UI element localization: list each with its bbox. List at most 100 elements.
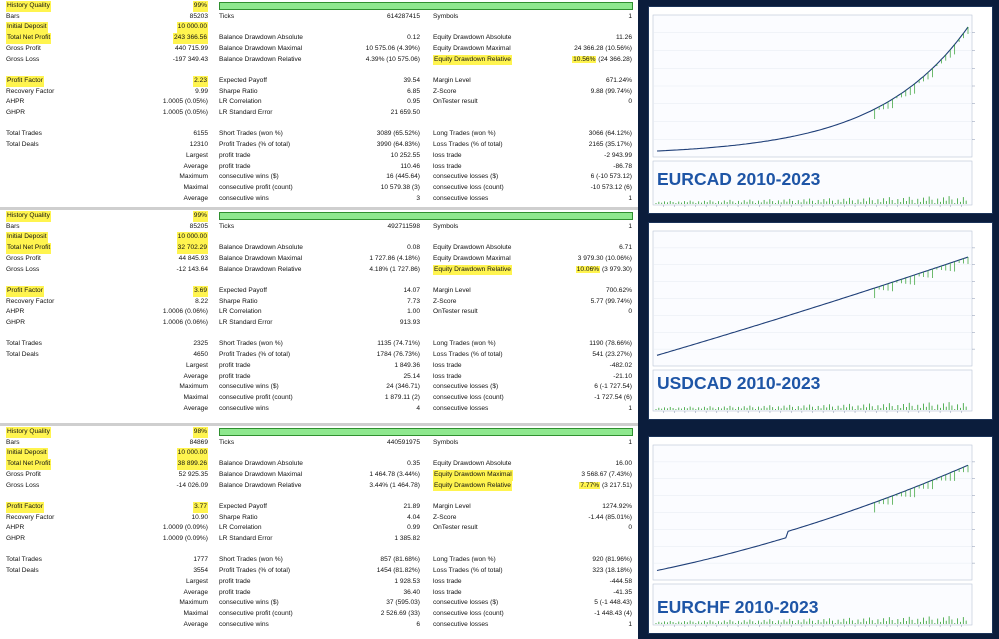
metric-value: 84869: [189, 438, 208, 446]
metric-label: Balance Drawdown Absolute: [219, 34, 303, 42]
metric-label: Initial Deposit: [6, 448, 48, 460]
metric-value: Average: [183, 194, 208, 202]
metric-value: 1 928.53: [394, 577, 420, 585]
history-quality-bar: [219, 2, 633, 11]
metric-value: Maximum: [179, 599, 208, 607]
metric-label: Gross Profit: [6, 254, 41, 262]
metric-value: 3.77: [193, 501, 208, 513]
metric-value: 1 464.78 (3.44%): [369, 470, 420, 478]
metric-value: Largest: [186, 361, 208, 369]
report-row: Largest profit trade 1 928.53 loss trade -44…: [0, 577, 638, 588]
metric-label: Total Trades: [6, 130, 42, 138]
metric-label: consecutive wins ($): [219, 599, 279, 607]
metric-value: 2 526.69 (33): [380, 609, 420, 617]
metric-value: Maximum: [179, 173, 208, 181]
metric-label: loss trade: [433, 577, 462, 585]
metric-label: loss trade: [433, 372, 462, 380]
metric-value: 541 (23.27%): [592, 351, 632, 359]
metric-value: 1 385.82: [394, 535, 420, 542]
metric-label: consecutive losses: [433, 404, 489, 412]
report-row: Maximum consecutive wins ($) 16 (445.64) co…: [0, 172, 638, 183]
metric-label: Equity Drawdown Maximal: [433, 44, 511, 52]
report-row: Initial Deposit 10 000.00: [0, 22, 638, 34]
metric-value: 44 845.93: [178, 254, 208, 262]
report-separator: [0, 423, 638, 426]
metric-label: Initial Deposit: [6, 232, 48, 244]
metric-label: consecutive wins: [219, 194, 269, 202]
metric-label: LR Standard Error: [219, 319, 273, 326]
metric-value: 5 (-1 448.43): [594, 599, 632, 607]
report-row: Profit Factor 2.23 Expected Payoff 39.54 Mar…: [0, 75, 638, 87]
metric-value: 1 849.36: [394, 361, 420, 369]
metric-label: Total Net Profit: [6, 33, 52, 44]
symbol-period-label: EURCAD 2010-2023: [657, 169, 821, 189]
metric-label: Bars: [6, 438, 20, 446]
report-row: Total Trades 2325 Short Trades (won %) 1135…: [0, 339, 638, 350]
metric-value: 5.77 (99.74%): [590, 297, 632, 305]
metric-label: loss trade: [433, 151, 462, 159]
metric-label: Equity Drawdown Absolute: [433, 244, 512, 252]
metric-label: Expected Payoff: [219, 502, 267, 510]
metric-value: 1: [628, 194, 632, 202]
metric-value-rest: (3 217.51): [600, 481, 632, 489]
metric-value: 38 899.26: [176, 459, 208, 470]
metric-label: Ticks: [219, 12, 235, 20]
metric-value: Maximal: [183, 609, 208, 617]
metric-label: consecutive wins ($): [219, 383, 279, 391]
report-row: [0, 65, 638, 76]
metric-value: 3554: [193, 567, 208, 575]
metric-value: Largest: [186, 577, 208, 585]
equity-chart-panel: USDCAD 2010-2023: [648, 222, 993, 420]
metric-label: OnTester result: [433, 98, 478, 106]
metric-label: Z-Score: [433, 513, 457, 521]
metric-label: Margin Level: [433, 502, 471, 510]
metric-value: 913.93: [399, 319, 420, 326]
metric-value: 6.85: [407, 87, 420, 95]
metric-label: Balance Drawdown Maximal: [219, 254, 303, 262]
metric-label: Recovery Factor: [6, 87, 55, 95]
metric-value: 3089 (65.52%): [376, 130, 420, 138]
metric-value: 243 366.56: [172, 33, 208, 44]
metric-label: Balance Drawdown Absolute: [219, 244, 303, 252]
metric-value: 4: [416, 404, 420, 412]
metric-value: 98%: [192, 427, 208, 438]
metric-value-rest: (3 979.30): [600, 265, 632, 273]
metric-value: 0.12: [407, 34, 420, 42]
metric-label: consecutive losses ($): [433, 173, 499, 181]
report-row: AHPR 1.0006 (0.06%) LR Correlation 1.00 OnTe…: [0, 307, 638, 318]
report-row: Total Deals 4650 Profit Trades (% of total…: [0, 350, 638, 361]
metric-label: LR Correlation: [219, 98, 262, 106]
metric-label: consecutive profit (count): [219, 393, 293, 401]
metric-value: Largest: [186, 151, 208, 159]
metric-value: -482.02: [609, 361, 632, 369]
metric-label: Total Deals: [6, 351, 39, 359]
metric-label: loss trade: [433, 361, 462, 369]
report-row: Average consecutive wins 4 consecutive loss…: [0, 404, 638, 415]
report-row: Gross Loss -197 349.43 Balance Drawdown Re…: [0, 54, 638, 66]
report-row: Average consecutive wins 3 consecutive loss…: [0, 194, 638, 205]
report-usdcad: History Quality 99% Bars 85205 Ticks 49271159…: [0, 210, 638, 416]
metric-value: 1: [628, 12, 632, 20]
metric-value: 1: [628, 620, 632, 628]
metric-value: -12 143.64: [176, 265, 208, 273]
metric-value: 6.71: [619, 244, 632, 252]
metric-label: Equity Drawdown Maximal: [433, 469, 513, 481]
metric-label: OnTester result: [433, 524, 478, 532]
metric-value: 7.73: [407, 297, 420, 305]
report-row: Total Net Profit 243 366.56 Balance Drawdo…: [0, 33, 638, 44]
metric-value: -2 943.99: [604, 151, 632, 159]
metric-label: Total Deals: [6, 567, 39, 575]
metric-value: 0: [628, 98, 632, 106]
report-separator: [0, 207, 638, 210]
metric-label: Total Deals: [6, 141, 39, 149]
metric-value: -1.44 (85.01%): [588, 513, 632, 521]
report-row: [0, 119, 638, 130]
metric-label: LR Standard Error: [219, 109, 273, 116]
metric-label: Short Trades (won %): [219, 556, 283, 564]
metric-label: History Quality: [6, 427, 51, 438]
metric-value: -86.78: [613, 162, 632, 170]
metric-value: 3 568.67 (7.43%): [581, 470, 632, 478]
metric-value: 614287415: [386, 12, 420, 20]
balance-equity-chart: [652, 230, 975, 413]
report-eurchf: History Quality 98% Bars 84869 Ticks 44059197…: [0, 426, 638, 632]
